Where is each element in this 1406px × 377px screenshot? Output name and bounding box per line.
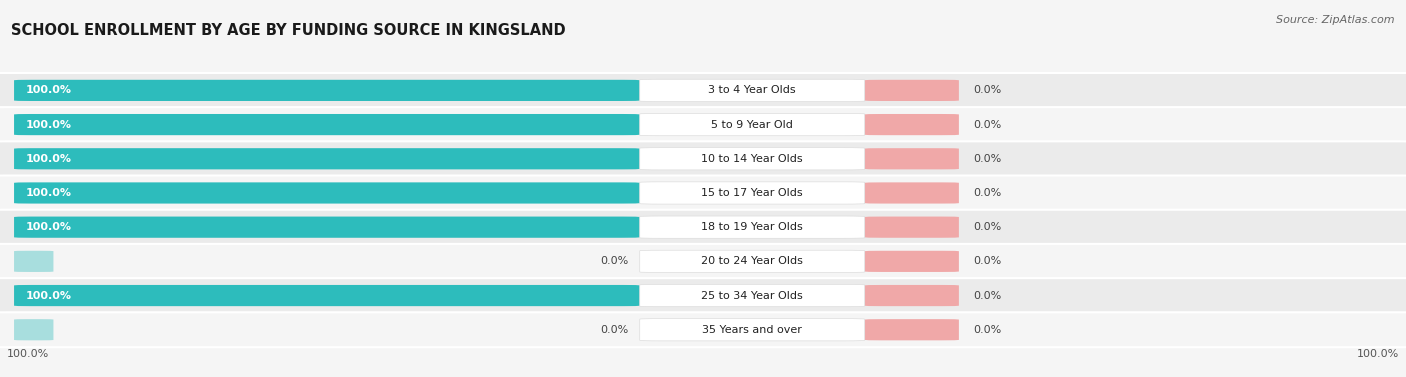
FancyBboxPatch shape [14,182,640,204]
FancyBboxPatch shape [0,141,1406,176]
FancyBboxPatch shape [14,216,640,238]
Text: 0.0%: 0.0% [973,86,1001,95]
Text: 10 to 14 Year Olds: 10 to 14 Year Olds [702,154,803,164]
FancyBboxPatch shape [0,312,1406,347]
Text: 25 to 34 Year Olds: 25 to 34 Year Olds [702,291,803,300]
Text: 100.0%: 100.0% [25,120,72,130]
FancyBboxPatch shape [0,244,1406,279]
FancyBboxPatch shape [865,148,959,169]
FancyBboxPatch shape [0,278,1406,313]
FancyBboxPatch shape [865,251,959,272]
Text: 18 to 19 Year Olds: 18 to 19 Year Olds [702,222,803,232]
Text: 35 Years and over: 35 Years and over [702,325,803,335]
Text: 3 to 4 Year Olds: 3 to 4 Year Olds [709,86,796,95]
Text: 100.0%: 100.0% [25,86,72,95]
FancyBboxPatch shape [0,210,1406,245]
FancyBboxPatch shape [640,148,865,170]
FancyBboxPatch shape [14,148,640,169]
Text: 100.0%: 100.0% [7,349,49,359]
FancyBboxPatch shape [14,285,640,306]
FancyBboxPatch shape [14,114,640,135]
Text: 0.0%: 0.0% [973,325,1001,335]
Text: 0.0%: 0.0% [973,188,1001,198]
FancyBboxPatch shape [865,80,959,101]
FancyBboxPatch shape [865,285,959,306]
FancyBboxPatch shape [640,113,865,136]
FancyBboxPatch shape [640,79,865,101]
Text: 20 to 24 Year Olds: 20 to 24 Year Olds [702,256,803,267]
FancyBboxPatch shape [640,319,865,341]
FancyBboxPatch shape [0,107,1406,142]
Text: 0.0%: 0.0% [600,325,628,335]
Text: 0.0%: 0.0% [973,120,1001,130]
Text: 100.0%: 100.0% [1357,349,1399,359]
Text: 5 to 9 Year Old: 5 to 9 Year Old [711,120,793,130]
Text: 100.0%: 100.0% [25,222,72,232]
Text: 100.0%: 100.0% [25,188,72,198]
Text: 100.0%: 100.0% [25,154,72,164]
FancyBboxPatch shape [865,114,959,135]
FancyBboxPatch shape [640,250,865,273]
Text: 15 to 17 Year Olds: 15 to 17 Year Olds [702,188,803,198]
Text: 0.0%: 0.0% [973,256,1001,267]
FancyBboxPatch shape [14,80,640,101]
FancyBboxPatch shape [640,182,865,204]
FancyBboxPatch shape [0,176,1406,210]
Text: SCHOOL ENROLLMENT BY AGE BY FUNDING SOURCE IN KINGSLAND: SCHOOL ENROLLMENT BY AGE BY FUNDING SOUR… [11,23,565,38]
FancyBboxPatch shape [14,251,53,272]
FancyBboxPatch shape [865,216,959,238]
Text: 0.0%: 0.0% [600,256,628,267]
Text: 0.0%: 0.0% [973,291,1001,300]
Text: 100.0%: 100.0% [25,291,72,300]
FancyBboxPatch shape [0,73,1406,108]
Text: 0.0%: 0.0% [973,154,1001,164]
Text: Source: ZipAtlas.com: Source: ZipAtlas.com [1277,15,1395,25]
Text: 0.0%: 0.0% [973,222,1001,232]
FancyBboxPatch shape [14,319,53,340]
FancyBboxPatch shape [865,319,959,340]
FancyBboxPatch shape [640,216,865,238]
FancyBboxPatch shape [865,182,959,204]
FancyBboxPatch shape [640,284,865,307]
